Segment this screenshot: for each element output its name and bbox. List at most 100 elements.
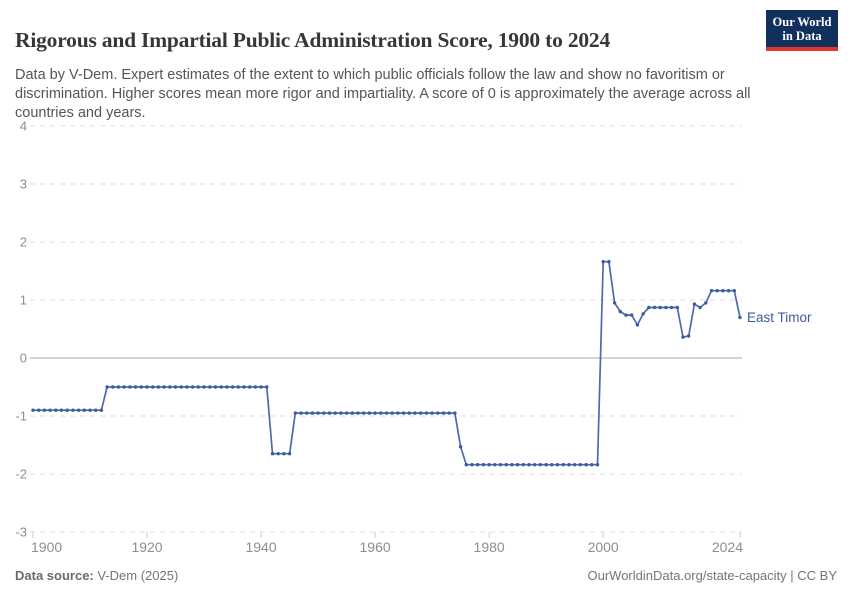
y-axis-tick-label: -3 xyxy=(15,525,27,540)
data-point xyxy=(111,385,115,389)
data-point xyxy=(185,385,189,389)
data-point xyxy=(681,335,685,339)
data-point xyxy=(607,260,611,264)
data-point xyxy=(299,411,303,415)
data-point xyxy=(738,315,742,320)
data-point xyxy=(139,385,143,389)
data-point xyxy=(721,289,725,293)
data-point xyxy=(94,408,98,412)
data-point xyxy=(310,411,315,415)
data-point xyxy=(350,411,354,415)
data-point xyxy=(219,385,223,389)
data-point xyxy=(647,305,651,310)
data-point xyxy=(282,452,286,456)
data-point xyxy=(447,411,451,415)
data-point xyxy=(42,408,47,412)
data-point xyxy=(248,385,252,389)
data-point xyxy=(515,463,520,467)
data-point xyxy=(225,385,229,389)
data-point xyxy=(550,463,554,467)
data-point xyxy=(669,305,674,310)
data-source-label: Data source: xyxy=(15,568,94,583)
y-axis-tick-label: -1 xyxy=(15,409,27,424)
data-point xyxy=(407,411,411,415)
y-axis-tick-label: 0 xyxy=(20,351,27,366)
y-axis-tick-label: 4 xyxy=(20,119,27,134)
data-point xyxy=(561,463,565,467)
x-axis-tick-label: 1980 xyxy=(474,539,505,555)
data-point xyxy=(464,463,468,467)
data-point xyxy=(664,305,668,310)
data-point xyxy=(76,408,81,412)
data-point xyxy=(276,452,280,456)
data-point xyxy=(379,411,383,415)
data-point xyxy=(116,385,121,389)
data-point xyxy=(373,411,377,415)
data-point xyxy=(168,385,172,389)
data-point xyxy=(441,411,446,415)
data-point xyxy=(316,411,320,415)
data-point xyxy=(630,313,634,317)
data-point xyxy=(367,411,372,415)
data-point xyxy=(726,289,731,293)
data-point xyxy=(401,411,406,415)
data-point xyxy=(65,408,69,412)
data-point xyxy=(384,411,389,415)
data-point xyxy=(390,411,394,415)
data-point xyxy=(584,463,588,467)
data-point xyxy=(578,463,583,467)
data-point xyxy=(555,463,560,467)
x-axis-tick-label: 2000 xyxy=(588,539,619,555)
data-point xyxy=(344,411,349,415)
data-point xyxy=(322,411,326,415)
data-point xyxy=(259,385,263,389)
data-point xyxy=(88,408,92,412)
data-point xyxy=(419,411,423,415)
data-point xyxy=(230,385,235,389)
y-axis-tick-label: 3 xyxy=(20,177,27,192)
data-point xyxy=(521,463,525,467)
y-axis-tick-label: 1 xyxy=(20,293,27,308)
series-label: East Timor xyxy=(747,310,812,325)
chart-footer: Data source: V-Dem (2025) OurWorldinData… xyxy=(15,568,837,583)
data-point xyxy=(59,408,64,412)
data-point xyxy=(362,411,366,415)
data-point xyxy=(573,463,577,467)
data-point xyxy=(305,411,309,415)
data-point xyxy=(641,312,645,316)
data-point xyxy=(538,463,543,467)
data-point xyxy=(687,334,691,338)
data-point xyxy=(327,411,332,415)
data-point xyxy=(413,411,417,415)
data-point xyxy=(236,385,240,389)
chart-subtitle: Data by V-Dem. Expert estimates of the e… xyxy=(15,66,751,121)
data-point xyxy=(430,411,434,415)
data-point xyxy=(162,385,166,389)
y-axis-tick-label: 2 xyxy=(20,235,27,250)
data-point xyxy=(658,305,662,310)
data-line-east-timor xyxy=(33,260,741,466)
data-point xyxy=(133,385,138,389)
data-point xyxy=(122,385,126,389)
data-point xyxy=(601,260,605,264)
data-point xyxy=(624,313,628,317)
data-point xyxy=(333,411,337,415)
data-point xyxy=(476,463,480,467)
data-point xyxy=(692,302,697,306)
data-point xyxy=(48,408,52,412)
data-point xyxy=(145,385,149,389)
data-point xyxy=(265,385,269,389)
data-point xyxy=(242,385,246,389)
data-point xyxy=(487,463,491,467)
data-point xyxy=(698,305,702,310)
data-point xyxy=(190,385,195,389)
data-point xyxy=(618,309,622,314)
x-axis-tick-label: 1940 xyxy=(245,539,276,555)
footer-url-license: OurWorldinData.org/state-capacity | CC B… xyxy=(587,568,837,583)
data-point xyxy=(458,445,463,449)
data-point xyxy=(595,463,600,467)
data-point xyxy=(82,408,87,412)
x-axis-tick-label: 1900 xyxy=(31,539,62,555)
data-point xyxy=(436,411,440,415)
x-axis-tick-label: 1960 xyxy=(360,539,391,555)
